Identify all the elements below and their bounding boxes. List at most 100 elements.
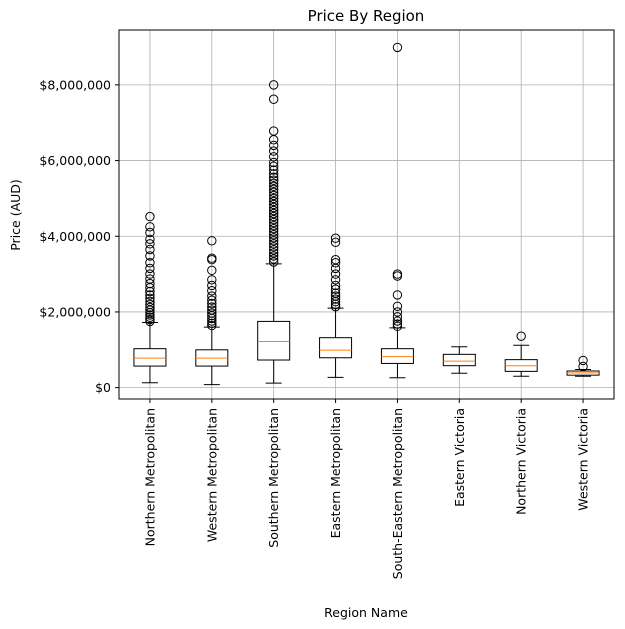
- y-axis-ticks: $0 $2,000,000 $4,000,000 $6,000,000 $8,000,0…: [39, 77, 119, 395]
- outlier-point: [268, 251, 279, 261]
- outlier-point: [207, 305, 217, 315]
- x-tick-label: Eastern Metropolitan: [328, 408, 343, 538]
- outlier-point: [268, 193, 279, 204]
- outlier-point: [268, 165, 279, 175]
- outlier-point: [330, 291, 341, 301]
- outlier-point: [207, 298, 217, 309]
- outlier-point: [268, 230, 279, 240]
- outlier-point: [207, 275, 217, 285]
- outlier-point: [268, 181, 279, 192]
- iqr-box: [380, 348, 414, 364]
- outlier-point: [268, 227, 279, 237]
- outlier-point: [268, 161, 279, 171]
- y-axis-label: Price (AUD): [8, 179, 23, 251]
- outlier-point: [330, 233, 341, 243]
- outlier-point: [330, 258, 341, 268]
- iqr-box: [257, 320, 291, 361]
- iqr-box: [319, 337, 353, 359]
- outlier-point: [145, 258, 155, 268]
- outlier-point: [145, 310, 155, 320]
- y-tick-label: $8,000,000: [39, 77, 111, 92]
- outlier-point: [268, 126, 279, 136]
- x-tick-label: Northern Victoria: [514, 408, 529, 515]
- outlier-point: [145, 312, 155, 322]
- box-2: [195, 236, 229, 386]
- outlier-point: [268, 208, 279, 219]
- outlier-point: [145, 234, 155, 244]
- outlier-point: [392, 307, 403, 317]
- outlier-point: [330, 269, 341, 279]
- y-tick-label: $6,000,000: [39, 153, 111, 168]
- outlier-point: [330, 255, 341, 265]
- outlier-point: [145, 244, 155, 255]
- y-tick-label: $0: [95, 380, 111, 395]
- box-3: [257, 80, 291, 384]
- outlier-point: [268, 211, 279, 222]
- outlier-point: [145, 302, 155, 313]
- outlier-point: [145, 227, 155, 238]
- outlier-point: [145, 222, 155, 232]
- outlier-point: [145, 263, 155, 274]
- outlier-point: [145, 299, 155, 310]
- outlier-point: [207, 236, 217, 246]
- x-axis-ticks: Northern Metropolitan Western Metropolita…: [142, 399, 591, 579]
- outlier-point: [268, 157, 279, 168]
- outlier-point: [268, 94, 279, 104]
- outlier-point: [330, 275, 341, 285]
- outlier-point: [392, 316, 403, 326]
- outlier-point: [207, 308, 217, 318]
- outlier-point: [268, 254, 279, 264]
- outlier-point: [145, 239, 155, 249]
- outlier-point: [145, 278, 155, 289]
- outlier-point: [268, 245, 279, 255]
- x-tick-label: Western Metropolitan: [204, 408, 219, 542]
- x-axis-label: Region Name: [324, 605, 408, 620]
- outlier-point: [392, 42, 403, 53]
- outlier-point: [268, 184, 279, 195]
- outlier-point: [330, 288, 341, 298]
- outlier-point: [392, 290, 403, 300]
- outlier-point: [330, 237, 341, 248]
- outlier-point: [268, 172, 279, 182]
- box-6: [442, 346, 476, 374]
- outlier-point: [268, 187, 279, 198]
- outlier-point: [392, 301, 403, 311]
- outlier-point: [330, 280, 341, 291]
- outlier-point: [268, 80, 279, 90]
- outlier-point: [145, 293, 155, 304]
- chart-title: Price By Region: [308, 7, 425, 25]
- outlier-point: [392, 319, 403, 329]
- outlier-point: [578, 361, 588, 372]
- outlier-point: [330, 294, 341, 304]
- box-4: [319, 233, 353, 378]
- y-tick-label: $2,000,000: [39, 304, 111, 319]
- outlier-point: [392, 312, 403, 322]
- box-7: [504, 331, 538, 377]
- y-tick-label: $4,000,000: [39, 229, 111, 244]
- outlier-point: [330, 284, 341, 294]
- outlier-point: [145, 274, 155, 284]
- iqr-box: [442, 353, 476, 367]
- box-5: [380, 42, 414, 379]
- outlier-point: [268, 214, 279, 225]
- box-8: [566, 355, 600, 377]
- outlier-point: [268, 223, 279, 234]
- outlier-point: [268, 140, 279, 151]
- outlier-point: [207, 318, 217, 329]
- outlier-point: [268, 196, 279, 207]
- box-1: [133, 211, 167, 384]
- outlier-point: [145, 290, 155, 300]
- outlier-point: [268, 190, 279, 201]
- outlier-point: [516, 331, 526, 341]
- outlier-point: [268, 205, 279, 216]
- outlier-point: [207, 253, 217, 263]
- outlier-point: [207, 291, 217, 301]
- outlier-point: [268, 236, 279, 246]
- outlier-point: [268, 248, 279, 258]
- outlier-point: [268, 257, 279, 267]
- outlier-point: [268, 152, 279, 162]
- x-tick-label: South-Eastern Metropolitan: [390, 408, 405, 579]
- outlier-point: [330, 301, 341, 312]
- outlier-point: [207, 295, 217, 305]
